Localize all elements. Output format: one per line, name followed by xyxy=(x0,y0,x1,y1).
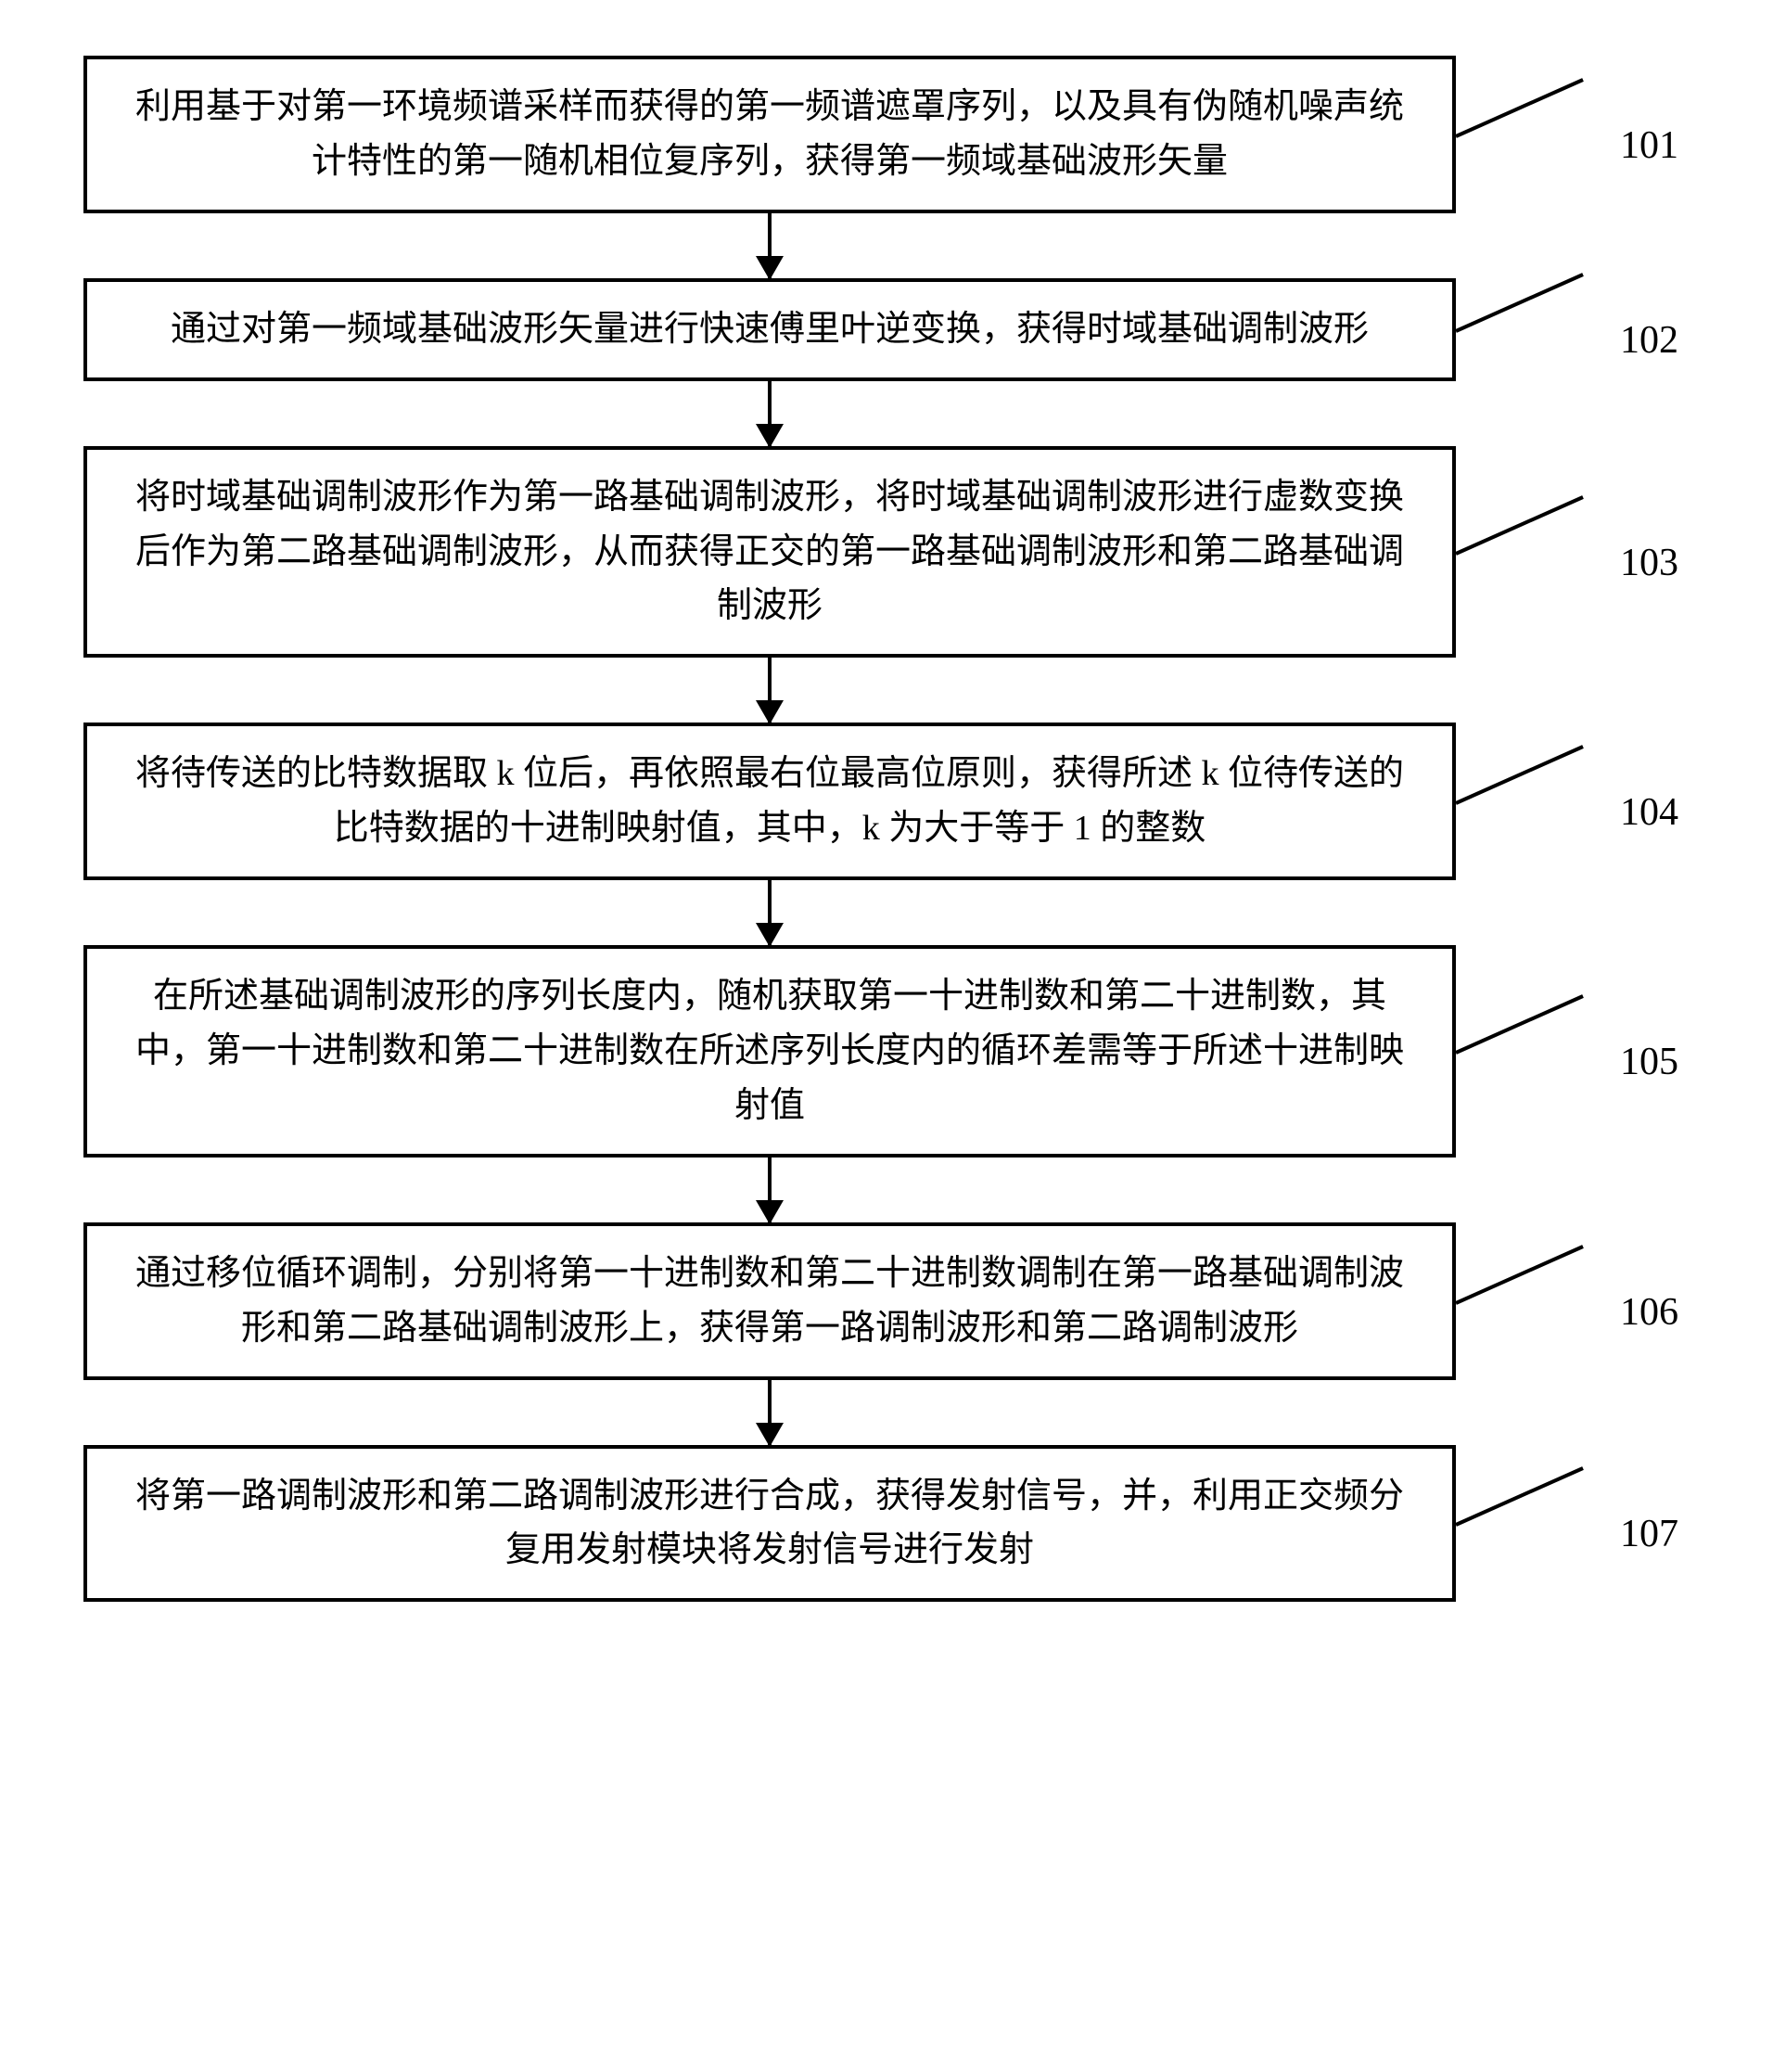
leader-line xyxy=(1455,995,1584,1055)
step-box: 将待传送的比特数据取 k 位后，再依照最右位最高位原则，获得所述 k 位待传送的… xyxy=(83,723,1456,880)
step-box: 利用基于对第一环境频谱采样而获得的第一频谱遮罩序列，以及具有伪随机噪声统计特性的… xyxy=(83,56,1456,213)
step-text: 通过对第一频域基础波形矢量进行快速傅里叶逆变换，获得时域基础调制波形 xyxy=(171,302,1369,357)
flow-step: 在所述基础调制波形的序列长度内，随机获取第一十进制数和第二十进制数，其中，第一十… xyxy=(83,945,1703,1158)
step-number: 102 xyxy=(1620,318,1678,363)
step-number: 105 xyxy=(1620,1040,1678,1084)
down-arrow-icon xyxy=(768,213,772,278)
step-text: 将第一路调制波形和第二路调制波形进行合成，获得发射信号，并，利用正交频分复用发射… xyxy=(124,1469,1415,1579)
step-number: 103 xyxy=(1620,541,1678,585)
arrow-row xyxy=(83,880,1703,945)
arrow-row xyxy=(83,1380,1703,1445)
flowchart-container: 利用基于对第一环境频谱采样而获得的第一频谱遮罩序列，以及具有伪随机噪声统计特性的… xyxy=(83,56,1703,1602)
leader-line xyxy=(1455,495,1584,556)
step-box: 通过移位循环调制，分别将第一十进制数和第二十进制数调制在第一路基础调制波形和第二… xyxy=(83,1222,1456,1380)
step-text: 利用基于对第一环境频谱采样而获得的第一频谱遮罩序列，以及具有伪随机噪声统计特性的… xyxy=(124,80,1415,189)
down-arrow-icon xyxy=(768,1380,772,1445)
down-arrow-icon xyxy=(768,658,772,723)
step-box: 通过对第一频域基础波形矢量进行快速傅里叶逆变换，获得时域基础调制波形 xyxy=(83,278,1456,381)
down-arrow-icon xyxy=(768,1158,772,1222)
step-number: 107 xyxy=(1620,1512,1678,1556)
step-box: 在所述基础调制波形的序列长度内，随机获取第一十进制数和第二十进制数，其中，第一十… xyxy=(83,945,1456,1158)
down-arrow-icon xyxy=(768,880,772,945)
leader-line xyxy=(1455,78,1584,138)
leader-line xyxy=(1455,1467,1584,1528)
step-text: 通过移位循环调制，分别将第一十进制数和第二十进制数调制在第一路基础调制波形和第二… xyxy=(124,1247,1415,1356)
arrow-row xyxy=(83,381,1703,446)
step-text: 将待传送的比特数据取 k 位后，再依照最右位最高位原则，获得所述 k 位待传送的… xyxy=(124,747,1415,856)
step-number: 104 xyxy=(1620,790,1678,835)
step-box: 将第一路调制波形和第二路调制波形进行合成，获得发射信号，并，利用正交频分复用发射… xyxy=(83,1445,1456,1603)
arrow-row xyxy=(83,1158,1703,1222)
arrow-row xyxy=(83,658,1703,723)
step-text: 将时域基础调制波形作为第一路基础调制波形，将时域基础调制波形进行虚数变换后作为第… xyxy=(124,470,1415,634)
leader-line xyxy=(1455,273,1584,333)
flow-step: 通过对第一频域基础波形矢量进行快速傅里叶逆变换，获得时域基础调制波形 102 xyxy=(83,278,1703,381)
leader-line xyxy=(1455,1245,1584,1305)
step-number: 101 xyxy=(1620,123,1678,168)
down-arrow-icon xyxy=(768,381,772,446)
leader-line xyxy=(1455,745,1584,805)
flow-step: 利用基于对第一环境频谱采样而获得的第一频谱遮罩序列，以及具有伪随机噪声统计特性的… xyxy=(83,56,1703,213)
flow-step: 通过移位循环调制，分别将第一十进制数和第二十进制数调制在第一路基础调制波形和第二… xyxy=(83,1222,1703,1380)
flow-step: 将时域基础调制波形作为第一路基础调制波形，将时域基础调制波形进行虚数变换后作为第… xyxy=(83,446,1703,659)
step-text: 在所述基础调制波形的序列长度内，随机获取第一十进制数和第二十进制数，其中，第一十… xyxy=(124,969,1415,1133)
flow-step: 将第一路调制波形和第二路调制波形进行合成，获得发射信号，并，利用正交频分复用发射… xyxy=(83,1445,1703,1603)
step-number: 106 xyxy=(1620,1290,1678,1335)
step-box: 将时域基础调制波形作为第一路基础调制波形，将时域基础调制波形进行虚数变换后作为第… xyxy=(83,446,1456,659)
arrow-row xyxy=(83,213,1703,278)
flow-step: 将待传送的比特数据取 k 位后，再依照最右位最高位原则，获得所述 k 位待传送的… xyxy=(83,723,1703,880)
